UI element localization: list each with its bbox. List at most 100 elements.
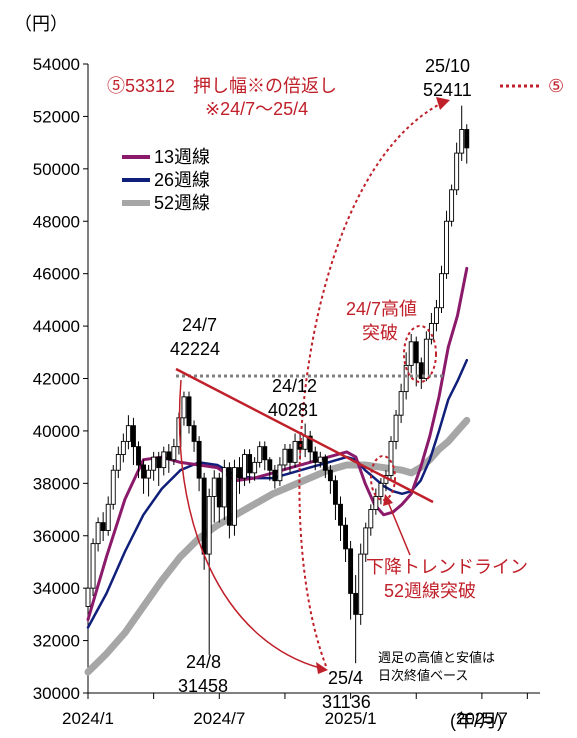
x-tick-labels: 2024/1 2024/7 2025/1 2025/7 (62, 693, 528, 728)
candle-body (141, 464, 147, 479)
y-tick-label: 34000 (33, 579, 80, 598)
candle-body (120, 440, 126, 455)
candle-body (201, 477, 207, 555)
y-tick-label: 36000 (33, 527, 80, 546)
candle-body (237, 467, 242, 479)
candle-body (348, 548, 354, 594)
low-248-value: 31458 (178, 676, 228, 696)
candle-body (100, 522, 106, 531)
y-unit-label: （円） (14, 14, 68, 34)
candle-body (252, 461, 258, 474)
candle-body (196, 440, 202, 479)
y-tick-label: 52000 (33, 107, 80, 126)
candle-body (272, 469, 278, 482)
y-tick-label: 42000 (33, 370, 80, 389)
candle-body (307, 435, 313, 453)
y-tick-label: 50000 (33, 160, 80, 179)
peak-2510-value: 52411 (423, 80, 472, 100)
peak-2412-value: 40281 (268, 400, 318, 420)
y-tick-label: 44000 (33, 317, 80, 336)
y-tick-label: 32000 (33, 632, 80, 651)
candle-body (413, 341, 419, 364)
x-tick-label: 2025/7 (456, 709, 508, 728)
candle-body (216, 477, 222, 508)
candle-body (292, 440, 298, 463)
candle-body (186, 396, 192, 427)
y-tick-label: 40000 (33, 422, 80, 441)
target-end-marker: ⑤ (548, 76, 564, 96)
candle-body (226, 467, 232, 526)
peak-2412-date: 24/12 (272, 376, 317, 396)
candle-body (418, 362, 424, 379)
legend-label-ma13: 13週線 (154, 147, 210, 167)
candle-body (378, 482, 384, 497)
peak-247-value: 42224 (170, 339, 220, 359)
candle-body (439, 273, 444, 309)
double-arrow-head (436, 97, 450, 110)
legend-label-ma52: 52週線 (154, 193, 210, 213)
candle-body (231, 467, 237, 526)
candle-body (363, 527, 369, 555)
candle-body (161, 451, 167, 469)
y-tick-labels: 30000 32000 34000 36000 38000 40000 42000 44000… (33, 55, 88, 703)
candle-body (267, 459, 273, 471)
candle-body (257, 446, 263, 463)
candle-body (247, 454, 253, 474)
candle-body (262, 446, 268, 461)
y-tick-label: 30000 (33, 684, 80, 703)
breakout-trend-label-1: 下降トレンドライン (366, 557, 528, 577)
candle-body (454, 152, 460, 191)
candle-body (353, 592, 359, 615)
y-tick-label: 54000 (33, 55, 80, 74)
candle-body (115, 454, 121, 471)
candle-body (242, 454, 248, 479)
candle-body (85, 587, 91, 607)
low-248-date: 24/8 (186, 652, 221, 672)
candle-body (105, 503, 111, 531)
candle-body (221, 467, 227, 508)
y-tick-label: 48000 (33, 212, 80, 231)
trend-label-arrow-head (383, 494, 393, 506)
trend-label-arrow (387, 501, 411, 556)
x-tick-label: 2024/1 (62, 709, 114, 728)
breakout-high-ellipse (403, 325, 437, 383)
low-254-value: 31136 (322, 692, 371, 712)
candle-body (403, 364, 409, 393)
double-arrow (298, 103, 441, 667)
candle-body (136, 446, 141, 466)
candle-body (211, 477, 217, 497)
footnote-line-2: 日次終値ベース (378, 668, 468, 684)
candle-body (449, 189, 455, 222)
candle-body (338, 503, 343, 526)
candle-body (287, 448, 293, 463)
x-tick-label: 2025/1 (325, 709, 377, 728)
target-sub-label: ※24/7～25/4 (205, 99, 308, 119)
x-unit-label: (年/月) (450, 711, 503, 731)
pullback-arrow (178, 379, 321, 669)
breakout-trend-label-2: 52週線突破 (384, 581, 476, 601)
pullback-arrow-head (316, 662, 328, 674)
candle-body (322, 456, 328, 471)
candle-body (171, 446, 177, 461)
legend-label-ma26: 26週線 (154, 170, 210, 190)
ma26-line (86, 358, 469, 629)
candle-body (130, 425, 136, 448)
candle-body (312, 451, 318, 463)
y-tick-label: 38000 (33, 474, 80, 493)
candle-body (191, 425, 197, 442)
candle-body (95, 522, 101, 545)
breakout-high-label-1: 24/7高値 (346, 299, 417, 319)
peak-247-date: 24/7 (182, 315, 217, 335)
candle-body (434, 307, 439, 324)
annotations: ⑤53312 押し幅※の倍返し ※24/7～25/4 ⑤ 25/10 52411… (107, 56, 564, 712)
candle-body (343, 524, 348, 550)
candle-body (166, 451, 172, 461)
legend: 13週線 26週線 52週線 (122, 147, 210, 213)
candle-body (282, 448, 288, 466)
breakout-high-label-2: 突破 (362, 323, 398, 343)
footnote-line-1: 週足の高値と安値は (378, 650, 495, 666)
candle-body (327, 469, 333, 482)
candle-body (151, 456, 157, 471)
candle-body (125, 425, 131, 442)
